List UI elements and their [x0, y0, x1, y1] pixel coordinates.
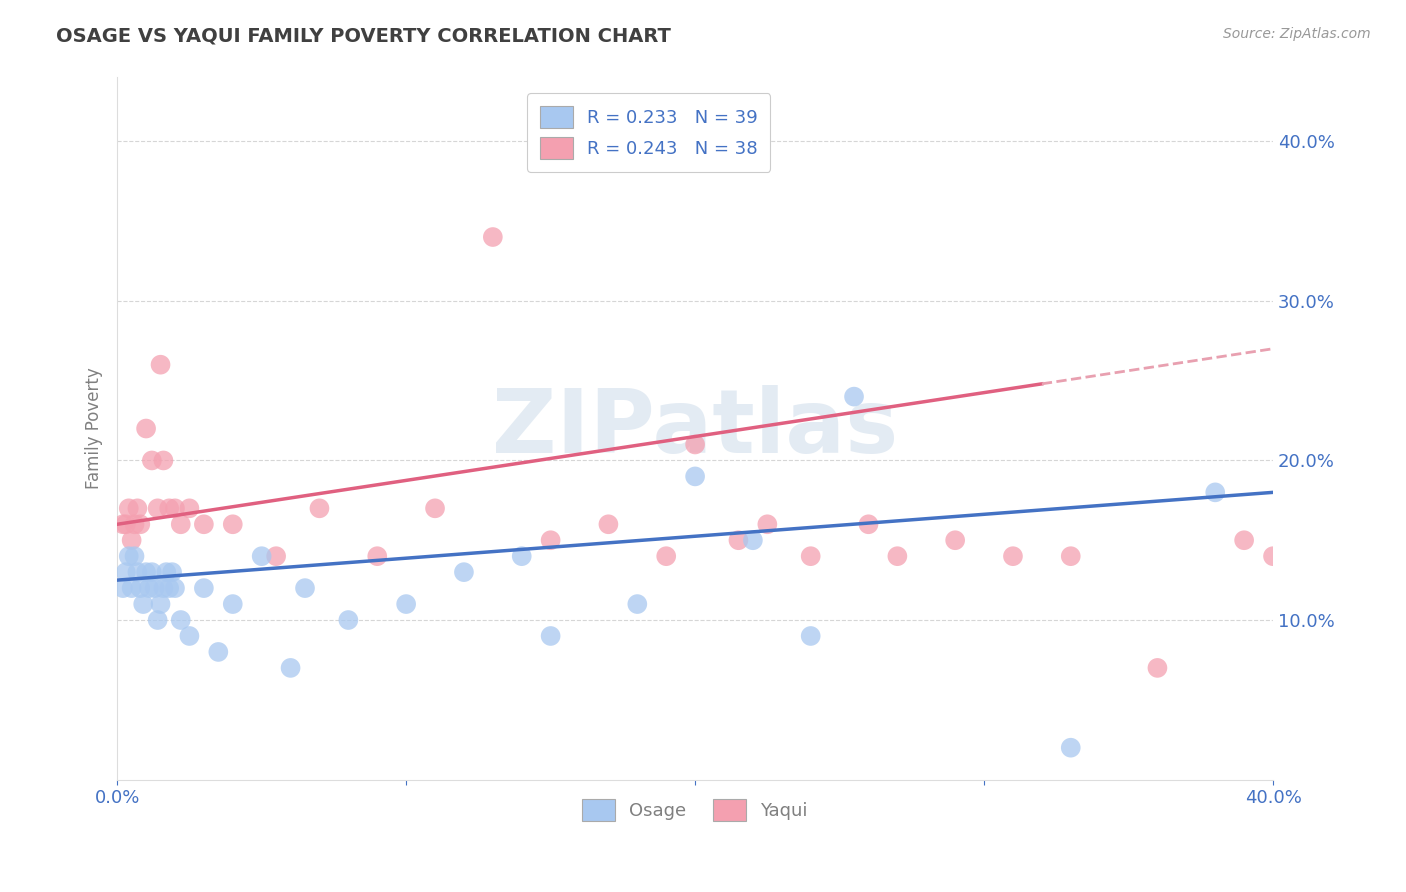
Point [146, 501, 169, 516]
Point [1060, 740, 1083, 755]
Point [540, 629, 562, 643]
Point [222, 597, 245, 611]
Point [800, 629, 823, 643]
Point [129, 517, 152, 532]
Point [141, 453, 163, 467]
Point [143, 581, 166, 595]
Point [453, 565, 475, 579]
Point [127, 565, 149, 579]
Point [626, 597, 648, 611]
Point [160, 565, 183, 579]
Point [157, 501, 180, 516]
Point [132, 597, 155, 611]
Point [170, 517, 193, 532]
Point [115, 517, 138, 532]
Point [115, 565, 138, 579]
Point [858, 517, 880, 532]
Point [127, 501, 149, 516]
Point [141, 565, 163, 579]
Point [395, 597, 418, 611]
Point [280, 661, 302, 675]
Point [163, 581, 186, 595]
Point [250, 549, 273, 564]
Point [152, 453, 174, 467]
Point [152, 581, 174, 595]
Text: OSAGE VS YAQUI FAMILY POVERTY CORRELATION CHART: OSAGE VS YAQUI FAMILY POVERTY CORRELATIO… [56, 27, 671, 45]
Point [121, 533, 143, 548]
Point [193, 581, 215, 595]
Point [118, 549, 141, 564]
Point [337, 613, 360, 627]
Point [423, 501, 446, 516]
Point [1060, 549, 1083, 564]
Point [179, 501, 201, 516]
Point [135, 421, 157, 435]
Point [943, 533, 966, 548]
Legend: Osage, Yaqui: Osage, Yaqui [569, 787, 821, 834]
Point [155, 565, 177, 579]
Point [1204, 485, 1226, 500]
Point [1233, 533, 1256, 548]
Point [741, 533, 763, 548]
Point [146, 613, 169, 627]
Point [135, 565, 157, 579]
Point [886, 549, 908, 564]
Point [118, 501, 141, 516]
Point [1261, 549, 1284, 564]
Point [598, 517, 620, 532]
Point [510, 549, 533, 564]
Point [655, 549, 678, 564]
Point [170, 613, 193, 627]
Point [482, 230, 505, 244]
Point [800, 549, 823, 564]
Point [727, 533, 749, 548]
Point [222, 517, 245, 532]
Point [756, 517, 779, 532]
Point [540, 533, 562, 548]
Point [308, 501, 330, 516]
Point [193, 517, 215, 532]
Point [294, 581, 316, 595]
Point [149, 597, 172, 611]
Point [264, 549, 287, 564]
Point [157, 581, 180, 595]
Point [129, 581, 152, 595]
Point [138, 581, 160, 595]
Point [683, 437, 706, 451]
Point [124, 517, 146, 532]
Point [179, 629, 201, 643]
Point [1001, 549, 1024, 564]
Point [842, 390, 865, 404]
Point [366, 549, 388, 564]
Point [121, 581, 143, 595]
Point [207, 645, 229, 659]
Point [163, 501, 186, 516]
Text: ZIPatlas: ZIPatlas [492, 385, 898, 472]
Text: Source: ZipAtlas.com: Source: ZipAtlas.com [1223, 27, 1371, 41]
Point [1146, 661, 1168, 675]
Point [149, 358, 172, 372]
Point [124, 549, 146, 564]
Point [111, 517, 134, 532]
Point [111, 581, 134, 595]
Y-axis label: Family Poverty: Family Poverty [86, 368, 103, 490]
Point [683, 469, 706, 483]
